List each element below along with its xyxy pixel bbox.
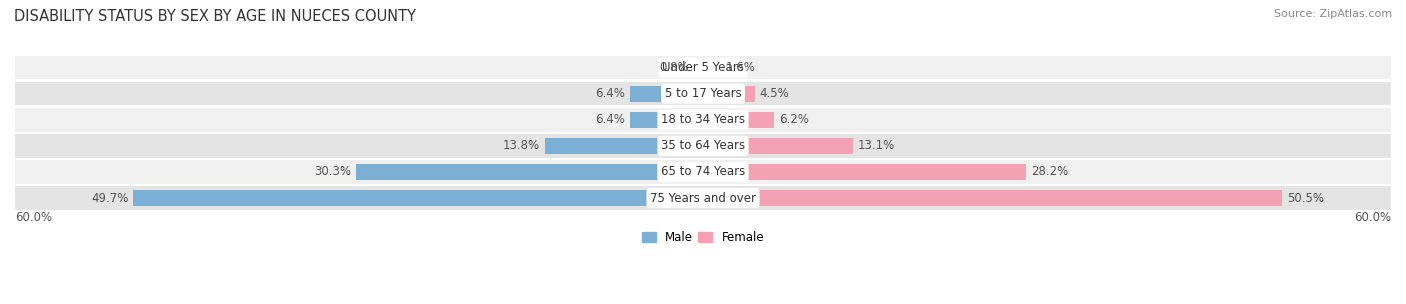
Text: 6.2%: 6.2% bbox=[779, 113, 808, 126]
Bar bbox=[703, 164, 1026, 180]
Text: 13.1%: 13.1% bbox=[858, 139, 896, 152]
Bar bbox=[15, 134, 1391, 157]
Bar bbox=[15, 108, 1391, 132]
Text: 35 to 64 Years: 35 to 64 Years bbox=[661, 139, 745, 152]
Bar bbox=[703, 190, 1282, 206]
Bar bbox=[15, 186, 1391, 210]
Text: 65 to 74 Years: 65 to 74 Years bbox=[661, 165, 745, 178]
Bar bbox=[703, 86, 755, 102]
Text: 75 Years and over: 75 Years and over bbox=[650, 192, 756, 205]
Bar bbox=[15, 56, 1391, 79]
Text: 4.5%: 4.5% bbox=[759, 87, 789, 100]
Text: 50.5%: 50.5% bbox=[1286, 192, 1323, 205]
Bar bbox=[630, 112, 703, 128]
Text: 60.0%: 60.0% bbox=[1354, 211, 1391, 224]
Bar bbox=[703, 138, 853, 154]
Text: 6.4%: 6.4% bbox=[595, 113, 626, 126]
Bar bbox=[703, 60, 721, 75]
Text: 28.2%: 28.2% bbox=[1031, 165, 1069, 178]
Bar bbox=[630, 86, 703, 102]
Bar bbox=[15, 160, 1391, 184]
Bar bbox=[356, 164, 703, 180]
Bar bbox=[544, 138, 703, 154]
Text: 1.6%: 1.6% bbox=[725, 61, 756, 74]
Bar bbox=[703, 112, 775, 128]
Text: 30.3%: 30.3% bbox=[314, 165, 352, 178]
Text: 6.4%: 6.4% bbox=[595, 87, 626, 100]
Text: DISABILITY STATUS BY SEX BY AGE IN NUECES COUNTY: DISABILITY STATUS BY SEX BY AGE IN NUECE… bbox=[14, 9, 416, 24]
Bar bbox=[134, 190, 703, 206]
Bar bbox=[693, 60, 703, 75]
Legend: Male, Female: Male, Female bbox=[637, 226, 769, 249]
Text: 49.7%: 49.7% bbox=[91, 192, 128, 205]
Text: Source: ZipAtlas.com: Source: ZipAtlas.com bbox=[1274, 9, 1392, 19]
Text: Under 5 Years: Under 5 Years bbox=[662, 61, 744, 74]
Text: 5 to 17 Years: 5 to 17 Years bbox=[665, 87, 741, 100]
Bar bbox=[15, 82, 1391, 105]
Text: 13.8%: 13.8% bbox=[503, 139, 540, 152]
Text: 0.8%: 0.8% bbox=[659, 61, 689, 74]
Text: 60.0%: 60.0% bbox=[15, 211, 52, 224]
Text: 18 to 34 Years: 18 to 34 Years bbox=[661, 113, 745, 126]
